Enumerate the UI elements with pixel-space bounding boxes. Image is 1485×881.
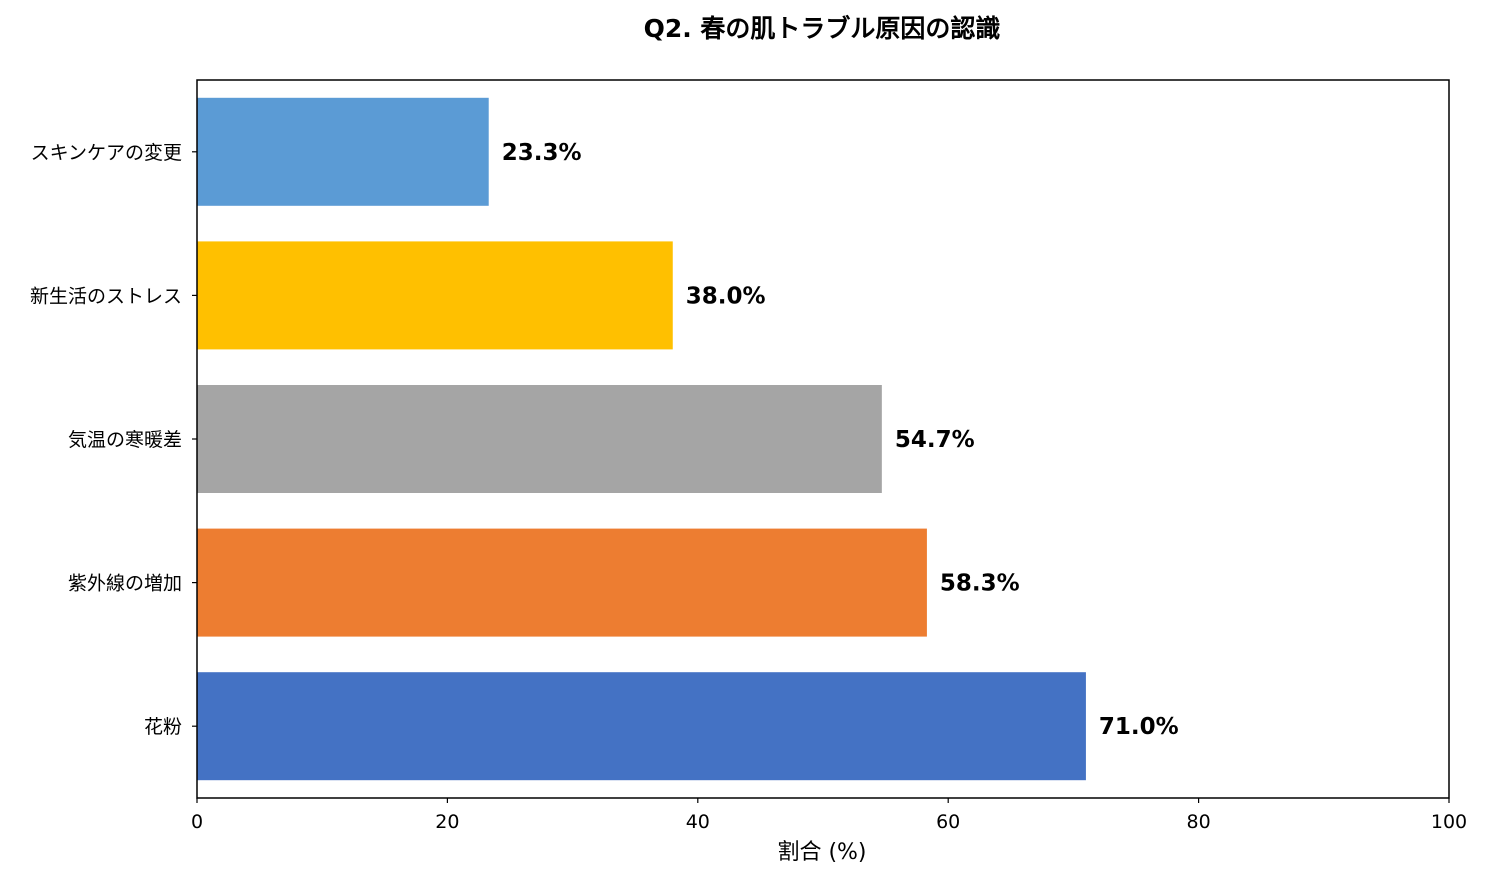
- value-label-1: 23.3%: [502, 140, 582, 166]
- x-tick-label-40: 40: [686, 811, 710, 833]
- bar-5: [197, 672, 1086, 781]
- x-tick-label-60: 60: [936, 811, 960, 833]
- category-label-3: 気温の寒暖差: [68, 429, 182, 451]
- x-tick-label-100: 100: [1431, 811, 1467, 833]
- category-label-1: スキンケアの変更: [31, 142, 182, 164]
- category-label-5: 花粉: [144, 716, 182, 738]
- category-label-2: 新生活のストレス: [30, 285, 182, 307]
- value-label-4: 58.3%: [940, 571, 1020, 597]
- chart-title: Q2. 春の肌トラブル原因の認識: [644, 14, 1001, 43]
- x-axis: 0 20 40 60 80 100: [191, 798, 1467, 833]
- x-tick-label-80: 80: [1187, 811, 1211, 833]
- x-tick-label-20: 20: [435, 811, 459, 833]
- bar-2: [197, 241, 673, 350]
- bar-4: [197, 528, 927, 637]
- x-tick-label-0: 0: [191, 811, 203, 833]
- value-label-2: 38.0%: [686, 283, 766, 309]
- bars-layer: 23.3% 38.0% 54.7% 58.3% 71.0%: [197, 97, 1179, 781]
- bar-3: [197, 385, 882, 493]
- x-axis-title: 割合 (%): [777, 840, 866, 865]
- value-label-3: 54.7%: [895, 427, 975, 453]
- category-label-4: 紫外線の増加: [68, 573, 182, 595]
- bar-1: [197, 97, 489, 206]
- value-label-5: 71.0%: [1099, 714, 1179, 740]
